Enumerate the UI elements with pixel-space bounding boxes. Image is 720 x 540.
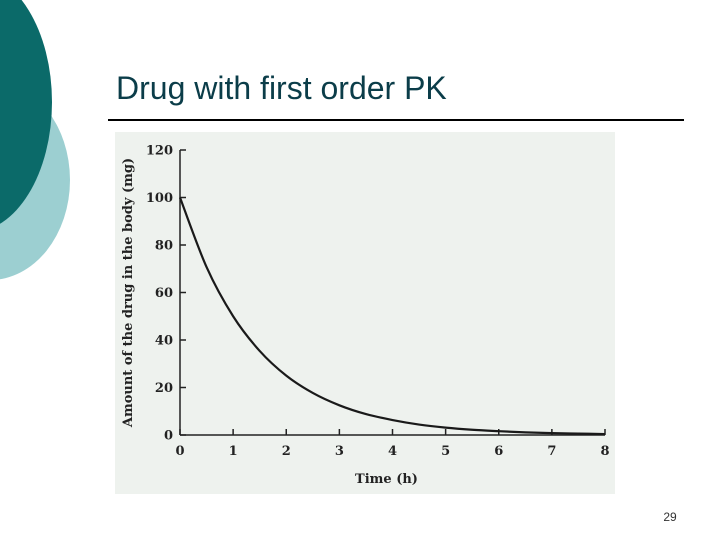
x-tick-label: 0 <box>175 444 184 459</box>
y-tick-label: 80 <box>155 239 173 254</box>
chart-axes <box>179 150 605 436</box>
y-tick-label: 40 <box>155 334 173 349</box>
dark-teal-circle <box>0 0 52 224</box>
slide-decoration <box>0 0 70 280</box>
x-axis-ticks: 0 1 2 3 4 5 6 7 8 <box>175 429 610 459</box>
chart-panel: 0 20 40 60 80 100 120 0 1 2 3 4 5 6 7 8 Time (h) Amoun… <box>115 132 615 494</box>
y-tick-label: 120 <box>146 144 173 159</box>
decay-curve-line <box>178 197 606 436</box>
y-tick-label: 0 <box>164 429 173 444</box>
x-tick-label: 6 <box>494 444 503 459</box>
decay-chart: 0 20 40 60 80 100 120 0 1 2 3 4 5 6 7 8 Time (h) Amoun… <box>121 144 610 488</box>
y-tick-label: 60 <box>155 286 173 301</box>
x-tick-label: 7 <box>547 444 556 459</box>
x-tick-label: 4 <box>388 444 397 459</box>
x-tick-label: 2 <box>282 444 291 459</box>
slide-number: 29 <box>663 510 677 524</box>
y-axis-ticks: 0 20 40 60 80 100 120 <box>146 144 186 444</box>
x-tick-label: 1 <box>229 444 238 459</box>
y-tick-label: 100 <box>146 191 173 206</box>
x-tick-label: 5 <box>441 444 450 459</box>
x-tick-label: 8 <box>600 444 609 459</box>
x-tick-label: 3 <box>335 444 344 459</box>
title-underline <box>108 119 684 121</box>
y-axis-label: Amount of the drug in the body (mg) <box>121 158 136 428</box>
x-axis-label: Time (h) <box>355 472 418 487</box>
y-tick-label: 20 <box>155 381 173 396</box>
series-group <box>178 197 606 436</box>
slide-title: Drug with first order PK <box>116 70 447 106</box>
